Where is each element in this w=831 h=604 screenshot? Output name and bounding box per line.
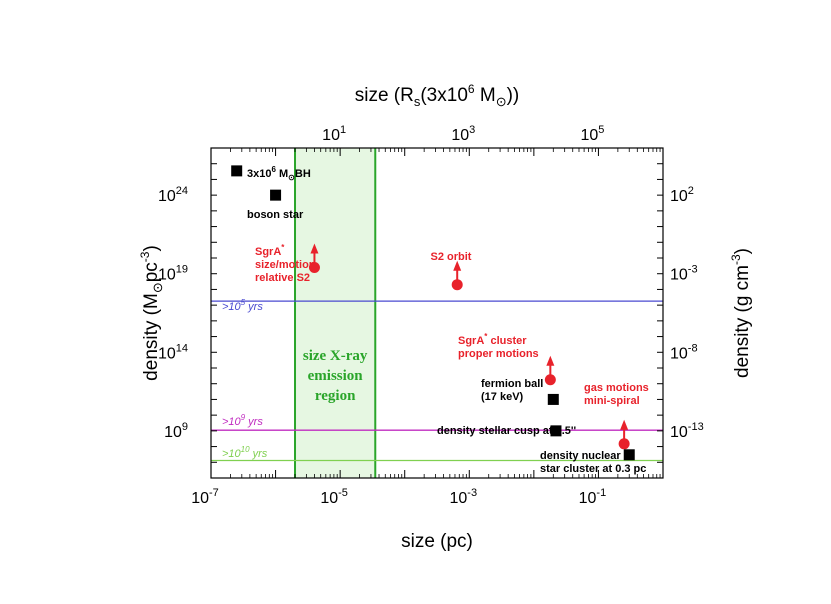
up-arrow-icon <box>453 260 462 271</box>
x-bottom-tick-label: 10-3 <box>449 487 477 507</box>
annotation-cusp: density stellar cusp at 0.5'' <box>437 425 577 437</box>
circle-marker <box>618 438 630 450</box>
x-bottom-tick-label: 10-7 <box>191 487 219 507</box>
annotation-fermion: fermion ball <box>481 378 543 390</box>
data-point-lower-limit <box>618 419 630 450</box>
x-bottom-tick-label: 10-1 <box>579 487 607 507</box>
annotation-sgra: SgrA* <box>255 243 285 258</box>
square-marker <box>547 393 559 405</box>
y-left-axis-title: density (M⊙pc-3) <box>138 245 165 381</box>
y-right-axis-title: density (g cm-3) <box>729 248 753 378</box>
data-point-square <box>547 393 559 405</box>
plot-frame <box>210 147 664 479</box>
y-right-tick-label: 10-8 <box>670 342 698 362</box>
x-top-axis-title: size (Rs(3x106 M⊙)) <box>355 82 520 109</box>
annotation-cluster: SgrA* cluster <box>458 332 527 347</box>
data-point-lower-limit <box>544 355 556 386</box>
annotation-bh: 3x106 M⊙BH <box>247 165 311 182</box>
y-right-tick-label: 10-13 <box>670 421 704 441</box>
annotation-s2: S2 orbit <box>431 251 472 263</box>
emission-region-label: region <box>315 388 356 404</box>
data-point-square <box>623 449 635 461</box>
square-marker <box>231 165 243 177</box>
square-marker <box>270 189 282 201</box>
y-left-tick-label: 109 <box>164 421 188 441</box>
square-marker <box>550 425 562 437</box>
square-marker <box>623 449 635 461</box>
annotation-cluster: proper motions <box>458 348 539 360</box>
x-top-tick-label: 105 <box>580 124 604 144</box>
x-bottom-tick-label: 10-5 <box>320 487 348 507</box>
emission-region-label: size X-ray <box>303 348 368 364</box>
x-bottom-axis-title: size (pc) <box>401 531 473 552</box>
y-left-tick-label: 1014 <box>158 342 188 362</box>
timescale-label: >105 yrs <box>222 298 263 313</box>
data-point-square <box>270 189 282 201</box>
timescale-label: >1010 yrs <box>222 445 268 460</box>
up-arrow-icon <box>310 243 319 254</box>
data-point-lower-limit <box>451 260 463 291</box>
annotation-gas: gas motions <box>584 382 649 394</box>
annotation-fermion: (17 keV) <box>481 391 524 403</box>
annotation-sgra: relative S2 <box>255 272 310 284</box>
annotation-boson: boson star <box>247 209 304 221</box>
x-top-tick-label: 101 <box>322 124 346 144</box>
data-point-lower-limit <box>308 243 320 273</box>
y-right-tick-label: 102 <box>670 185 694 205</box>
y-left-tick-label: 1024 <box>158 185 188 205</box>
emission-region-band <box>295 148 376 478</box>
emission-region-label: emission <box>308 368 364 384</box>
x-top-tick-label: 103 <box>451 124 475 144</box>
circle-marker <box>451 279 463 291</box>
annotation-gas: mini-spiral <box>584 395 640 407</box>
circle-marker <box>308 261 320 273</box>
up-arrow-icon <box>620 419 629 430</box>
y-right-tick-label: 10-3 <box>670 264 698 284</box>
annotation-nsc: density nuclear <box>540 450 621 462</box>
y-left-tick-label: 1019 <box>158 264 188 284</box>
data-point-square <box>550 425 562 437</box>
annotation-sgra: size/motion <box>255 259 316 271</box>
up-arrow-icon <box>546 355 555 366</box>
annotation-nsc: star cluster at 0.3 pc <box>540 463 646 475</box>
data-point-square <box>231 165 243 177</box>
circle-marker <box>544 374 556 386</box>
timescale-label: >109 yrs <box>222 413 263 428</box>
